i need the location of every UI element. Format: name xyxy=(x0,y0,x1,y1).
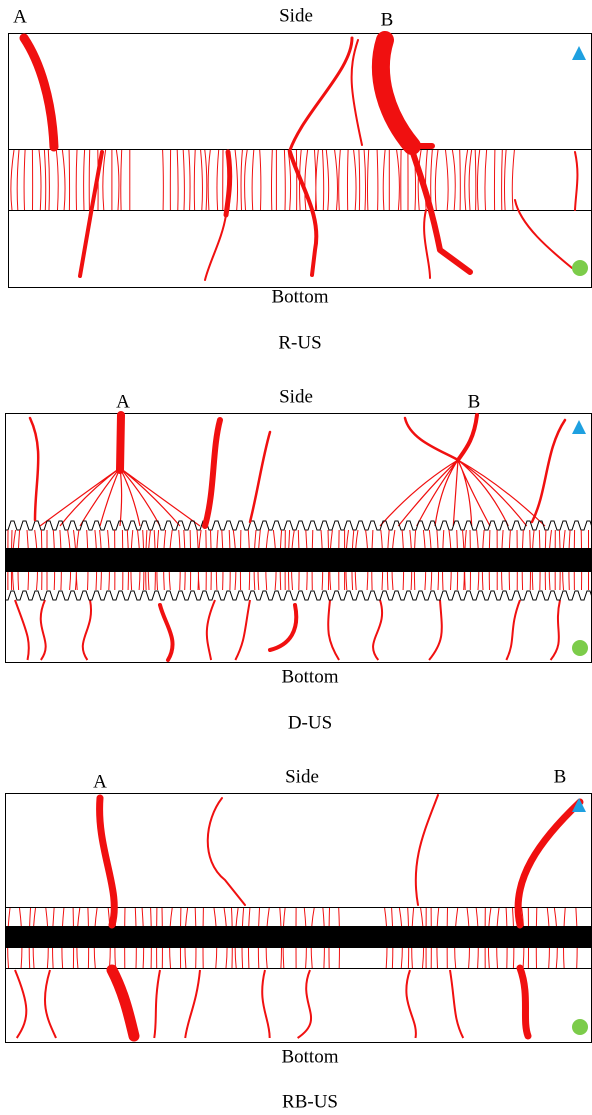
panel: A Side B Bottom RB-US xyxy=(5,766,592,1112)
main-crack xyxy=(409,143,473,275)
branch-cracks xyxy=(379,459,546,527)
thread-profile xyxy=(5,590,592,601)
bottom-label: Bottom xyxy=(281,666,338,687)
circle-marker xyxy=(572,640,588,656)
triangle-marker xyxy=(572,46,586,60)
caption: R-US xyxy=(278,332,321,353)
caption: D-US xyxy=(288,712,332,733)
crack xyxy=(14,969,465,1039)
caption: RB-US xyxy=(282,1091,338,1112)
side-label: Side xyxy=(279,5,313,26)
main-crack xyxy=(514,798,584,929)
side-label: Side xyxy=(285,766,319,787)
main-crack xyxy=(288,150,319,277)
bottom-label: Bottom xyxy=(281,1046,338,1067)
circle-marker xyxy=(572,1019,588,1035)
label-b: B xyxy=(554,766,567,787)
triangle-marker xyxy=(572,420,586,434)
main-crack xyxy=(78,150,104,278)
label-a: A xyxy=(93,771,107,792)
crack xyxy=(28,416,567,524)
main-crack xyxy=(202,417,223,529)
rebar xyxy=(5,548,592,572)
triangle-marker xyxy=(572,798,586,812)
label-b: B xyxy=(381,9,394,30)
main-crack xyxy=(116,411,125,474)
panel: A Side B Bottom R-US xyxy=(8,5,592,353)
crack xyxy=(204,151,579,281)
main-crack xyxy=(96,794,118,929)
thread-profile xyxy=(5,520,592,531)
main-crack xyxy=(288,36,354,152)
crack xyxy=(14,599,561,661)
label-a: A xyxy=(13,6,27,27)
branch-cracks xyxy=(39,467,201,527)
main-crack xyxy=(106,964,140,1042)
panel: A Side B Bottom D-US xyxy=(5,386,592,733)
main-crack xyxy=(456,413,479,462)
label-a: A xyxy=(116,391,130,412)
main-crack xyxy=(516,964,532,1040)
thin-cracks xyxy=(10,149,515,211)
main-crack xyxy=(371,31,421,155)
side-label: Side xyxy=(279,386,313,407)
label-b: B xyxy=(468,391,481,412)
bottom-label: Bottom xyxy=(271,286,328,307)
crack xyxy=(158,603,299,662)
main-crack xyxy=(350,39,363,146)
rebar xyxy=(5,926,592,948)
circle-marker xyxy=(572,260,588,276)
panel-frame xyxy=(5,793,592,1043)
crack xyxy=(206,794,439,906)
main-crack xyxy=(19,33,59,152)
main-crack xyxy=(223,149,233,218)
